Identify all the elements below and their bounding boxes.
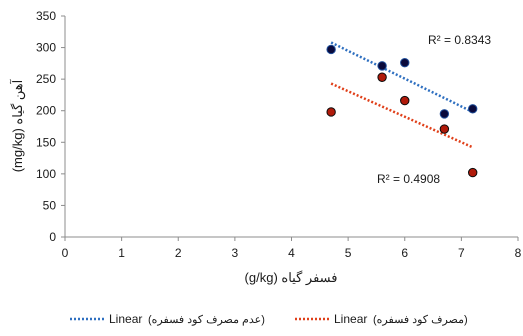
data-point-series-2-4 [439,124,450,134]
legend-name-series-1: (عدم مصرف کود فسفره) [148,314,265,326]
y-tick-label: 100 [36,167,56,181]
x-tick-label: 3 [232,246,239,260]
y-tick-label: 200 [36,104,56,118]
x-axis-title: فسفر گیاه (g/kg) [245,270,338,286]
legend-item-series-2: Linear (مصرف کود فسفره) [295,312,468,326]
x-tick-label: 8 [515,246,522,260]
y-tick-label: 150 [36,135,56,149]
x-tick-label: 7 [458,246,465,260]
y-tick-label: 0 [49,230,56,244]
x-tick-label: 0 [62,246,69,260]
y-tick-label: 300 [36,41,56,55]
legend-item-series-1: Linear (عدم مصرف کود فسفره) [70,312,265,326]
data-point-series-1-4 [439,109,450,119]
tick-labels: 0 1 2 3 4 5 6 7 8 0 50 100 150 200 250 300 350 [36,9,522,260]
trendlines [330,41,474,149]
data-point-series-1-3 [400,58,410,68]
x-tick-label: 2 [175,246,182,260]
annotations: R² = 0.8343 R² = 0.4908 [377,33,491,186]
data-point-series-2-5 [468,167,478,178]
data-point-series-2-1 [326,107,336,117]
data-point-series-1-5 [468,104,478,114]
legend-name-series-2: (مصرف کود فسفره) [373,314,468,326]
axes [61,15,519,241]
data-point-series-2-2 [377,72,387,82]
x-tick-label: 6 [401,246,408,260]
legend: Linear (عدم مصرف کود فسفره) Linear (مصرف… [70,312,468,326]
x-tick-label: 4 [288,246,295,260]
trendline-series-2 [330,82,474,149]
data-points [326,44,478,178]
r2-label-series-2: R² = 0.4908 [377,172,440,186]
data-point-series-2-3 [400,95,410,106]
y-tick-label: 350 [36,9,56,23]
y-tick-label: 250 [36,72,56,86]
x-tick-label: 5 [345,246,352,260]
y-tick-label: 50 [43,198,57,212]
legend-linear-series-1: Linear [109,312,142,326]
data-point-series-1-2 [377,61,387,71]
x-tick-label: 1 [118,246,125,260]
r2-label-series-1: R² = 0.8343 [428,33,491,47]
data-point-series-1-1 [326,44,336,55]
y-axis-title: آهن گیاه (mg/kg) [9,78,26,172]
legend-linear-series-2: Linear [334,312,367,326]
